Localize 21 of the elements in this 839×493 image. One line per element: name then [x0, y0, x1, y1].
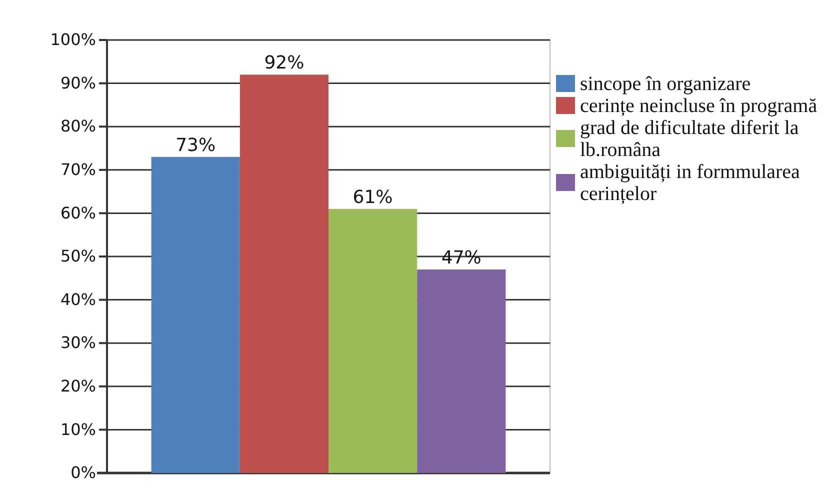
- y-tick-label: 0%: [70, 463, 96, 482]
- legend-label: cerințe neincluse în programă: [580, 95, 818, 117]
- data-label: 73%: [176, 134, 216, 156]
- data-label: 92%: [264, 52, 304, 74]
- y-tick-label: 20%: [60, 376, 96, 396]
- bar: [151, 156, 240, 473]
- y-tick-label: 60%: [60, 203, 96, 222]
- bar: [328, 208, 418, 473]
- y-tick-label: 80%: [60, 116, 96, 136]
- y-tick-label: 40%: [60, 290, 96, 309]
- y-tick-label: 30%: [60, 333, 96, 352]
- bar: [417, 269, 506, 473]
- bar: [240, 74, 328, 473]
- legend-label: ambiguități in formmularea cerințelor: [580, 161, 800, 205]
- legend-label: sincope în organizare: [580, 73, 751, 95]
- y-tick-label: 100%: [50, 30, 96, 50]
- y-tick-label: 10%: [60, 420, 96, 439]
- y-tick-label: 50%: [60, 246, 96, 266]
- y-tick-label: 90%: [60, 73, 96, 92]
- data-label: 61%: [352, 186, 393, 208]
- y-tick-label: 70%: [60, 160, 96, 180]
